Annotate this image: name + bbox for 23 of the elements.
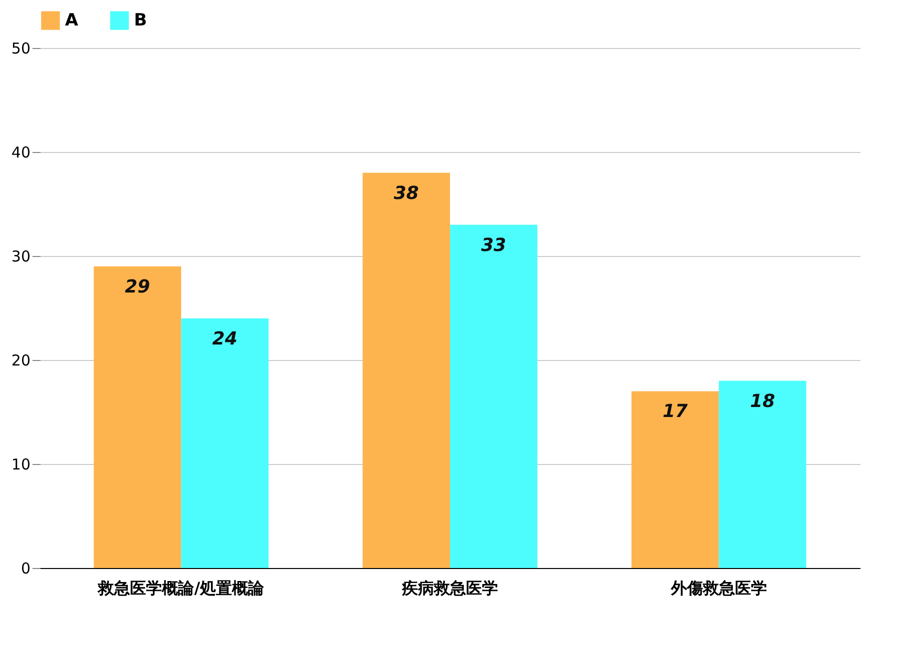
data-label: 38	[394, 182, 419, 204]
y-tick-label: 20	[11, 352, 30, 370]
bar	[718, 380, 806, 568]
data-label: 29	[124, 276, 150, 298]
data-label: 17	[662, 401, 688, 422]
x-tick-label: 疾病救急医学	[401, 578, 498, 598]
data-label: 33	[481, 234, 506, 256]
bar	[631, 391, 719, 568]
y-tick-label: 40	[11, 144, 30, 162]
x-tick-label: 救急医学概論/処置概論	[97, 578, 266, 598]
y-tick-label: 0	[20, 560, 30, 578]
data-label: 24	[212, 328, 238, 350]
x-tick-label: 外傷救急医学	[670, 578, 767, 598]
bar	[450, 224, 538, 568]
bar	[181, 318, 269, 568]
y-tick-label: 50	[11, 40, 30, 58]
bar	[94, 266, 182, 568]
bar	[362, 172, 450, 568]
legend-label: A	[65, 10, 79, 31]
data-label: 18	[750, 390, 776, 412]
y-tick-label: 10	[11, 456, 30, 474]
legend-label: B	[134, 10, 147, 31]
y-tick-label: 30	[11, 248, 30, 266]
